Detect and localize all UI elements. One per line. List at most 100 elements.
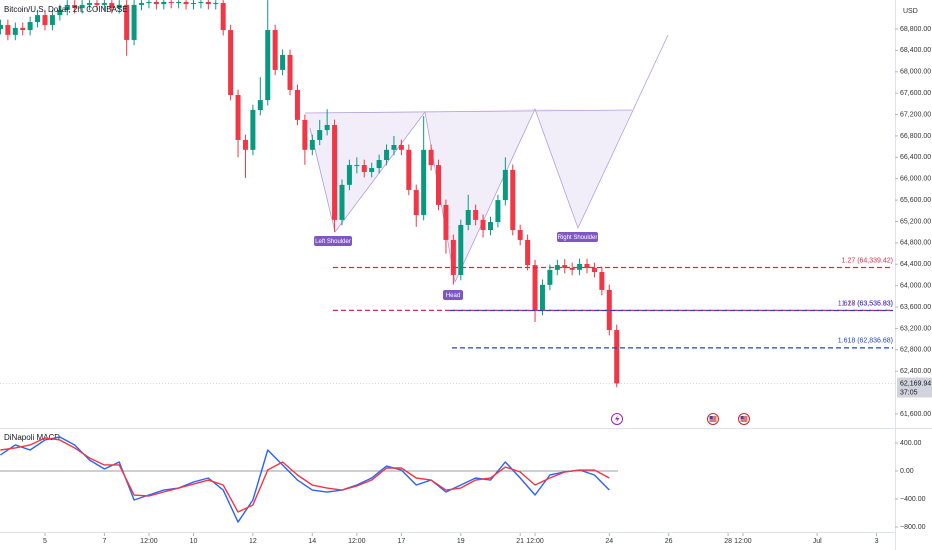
candle-body	[346, 165, 352, 185]
x-tick-label: 12:00	[526, 538, 544, 545]
candle-body	[406, 149, 412, 190]
candle-body	[242, 139, 248, 150]
chart-title: Bitcoin/U.S. Dollar, 2h, COINBASE	[4, 5, 128, 14]
y-tick-label: 65,200.00	[900, 218, 931, 225]
y-tick-label: 64,800.00	[900, 240, 931, 247]
x-tick-label: 5	[43, 538, 47, 545]
candle-body	[487, 222, 493, 231]
macd-line	[0, 437, 610, 513]
candle-body	[72, 4, 78, 9]
y-tick-label: 63,200.00	[900, 325, 931, 332]
candle-body	[539, 284, 545, 310]
candle-body	[12, 27, 18, 35]
candle-body	[391, 145, 397, 150]
candle-body	[428, 149, 434, 166]
candle-body	[272, 30, 278, 70]
y-tick-label: 64,400.00	[900, 261, 931, 268]
candle-body	[20, 27, 26, 31]
y-tick-label: 66,800.00	[900, 133, 931, 140]
pattern-line	[309, 34, 669, 284]
y-tick-label: 66,000.00	[900, 176, 931, 183]
candle-body	[220, 3, 226, 31]
candle-body	[198, 1, 204, 4]
indicator-title: DiNapoli MACD	[4, 433, 60, 442]
candle-body	[361, 165, 367, 173]
candle-body	[205, 1, 211, 5]
y-tick-label: 62,400.00	[900, 368, 931, 375]
candle-body	[5, 24, 11, 35]
x-tick-label: 12	[249, 538, 257, 545]
fib-level-label: 1.618 (63,535.83)	[838, 300, 893, 307]
pattern-fill	[535, 109, 632, 228]
y-tick-label: 68,000.00	[900, 69, 931, 76]
candle-body	[384, 149, 390, 160]
candle-body	[146, 1, 152, 4]
countdown-label: 37:05	[900, 389, 918, 396]
candle-body	[443, 204, 449, 240]
candle-body	[190, 3, 196, 5]
fib-level-label: 1.27 (64,339.42)	[842, 257, 893, 264]
candle-body	[79, 4, 85, 9]
label-box	[443, 290, 463, 300]
y-tick-label: 65,600.00	[900, 197, 931, 204]
candle-body	[183, 1, 189, 5]
x-tick-label: 10	[190, 538, 198, 545]
x-tick-label: 19	[457, 538, 465, 545]
candle-body	[87, 3, 93, 5]
x-tick-label: 3	[875, 538, 879, 545]
candle-body	[109, 3, 115, 9]
candle-body	[502, 169, 508, 201]
candle-body	[562, 265, 568, 269]
candle-body	[124, 4, 130, 40]
fib-level-label: 1.27 (63,536.93)	[842, 300, 893, 307]
candle-body	[465, 209, 471, 225]
candle-body	[101, 3, 107, 5]
candle-body	[228, 30, 234, 96]
candle-body	[280, 54, 286, 70]
pattern-label: Right Shoulder	[558, 235, 598, 241]
candle-body	[517, 230, 523, 240]
candle-body	[257, 100, 263, 110]
pattern-label: Left Shoulder	[315, 239, 351, 245]
candle-body	[450, 239, 456, 275]
candle-body	[398, 145, 404, 150]
y-tick-label: 61,600.00	[900, 411, 931, 418]
candle-body	[532, 265, 538, 310]
candle-body	[324, 124, 330, 131]
x-tick-label: 12:00	[734, 538, 752, 545]
candle-body	[35, 15, 41, 23]
y-tick-label: 400.00	[900, 440, 922, 447]
label-box	[314, 236, 352, 246]
candle-body	[473, 209, 479, 220]
candle-body	[131, 4, 137, 40]
candle-body	[116, 4, 122, 9]
candle-body	[57, 9, 63, 16]
x-tick-label: 14	[308, 538, 316, 545]
candle-body	[161, 1, 167, 5]
event-icon-glyph	[615, 415, 620, 423]
candle-body	[27, 22, 33, 31]
candle-body	[250, 109, 256, 150]
flag-glyph	[709, 416, 717, 422]
candle-body	[547, 269, 553, 285]
x-tick-label: Jul	[813, 538, 822, 545]
candle-body	[436, 165, 442, 205]
candle-body	[294, 89, 300, 120]
candle-body	[94, 3, 100, 5]
last-price-tag	[897, 377, 932, 398]
y-tick-label: 68,800.00	[900, 26, 931, 33]
y-tick-label: −400.00	[900, 496, 926, 503]
candle-body	[42, 15, 48, 25]
fib-level-label: 1.618 (62,836.68)	[838, 338, 893, 345]
y-tick-label: 68,400.00	[900, 47, 931, 54]
candle-body	[354, 165, 360, 167]
candle-body	[168, 1, 174, 4]
y-tick-label: −800.00	[900, 524, 926, 531]
flag-glyph	[709, 416, 713, 419]
x-tick-label: 12:00	[348, 538, 366, 545]
macd-line	[0, 436, 610, 523]
candle-body	[480, 219, 486, 231]
candle-body	[302, 119, 308, 150]
